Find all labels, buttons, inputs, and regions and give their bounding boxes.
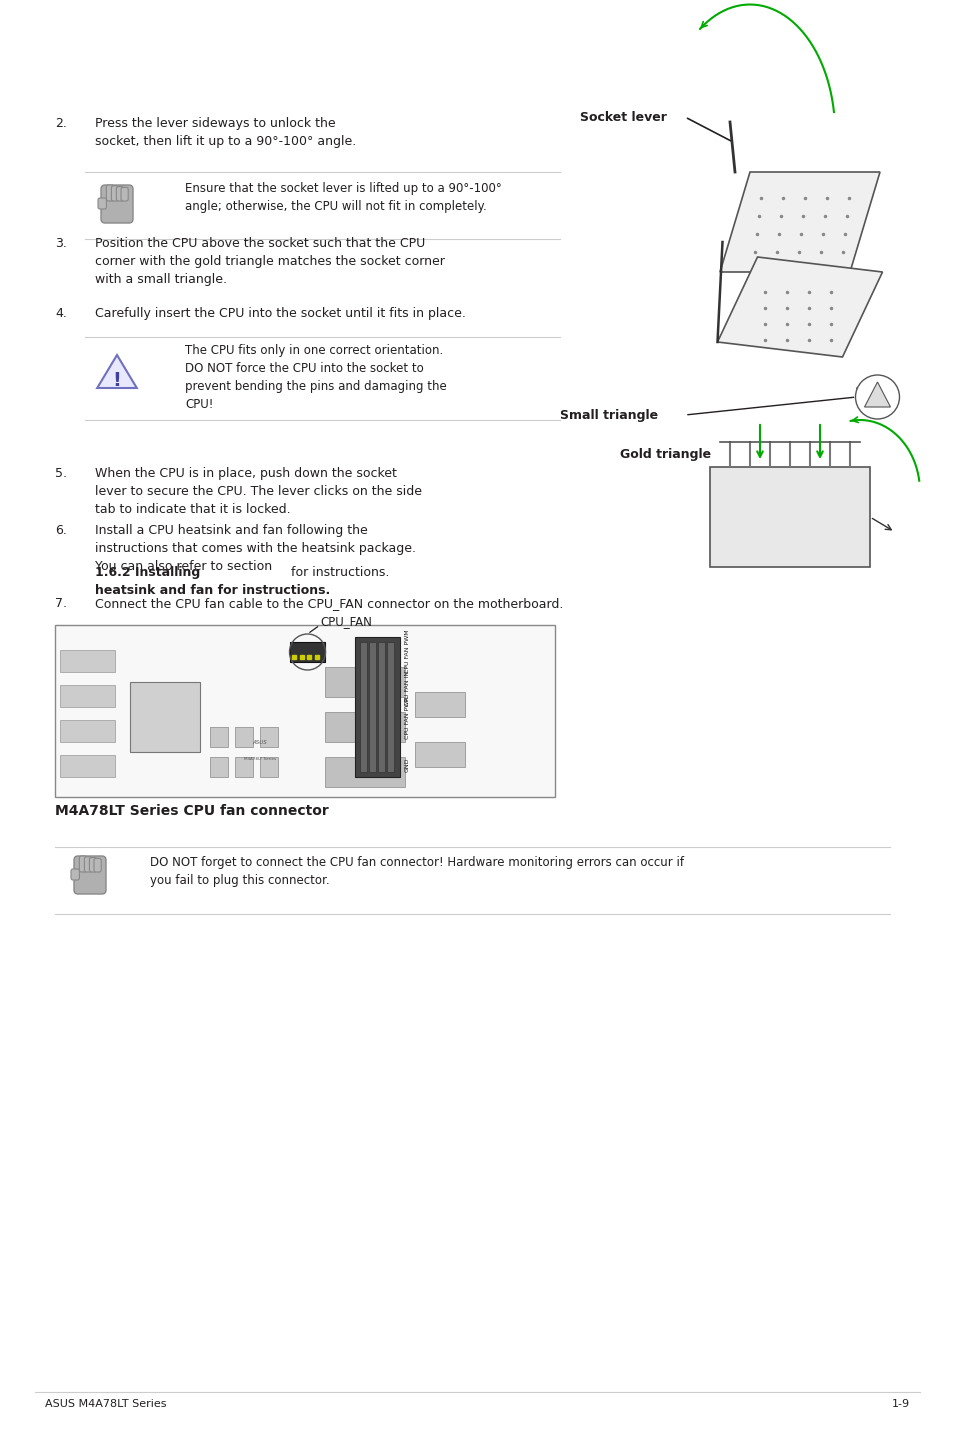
Text: CPU FAN PWM: CPU FAN PWM [405, 630, 410, 673]
Text: The CPU fits only in one correct orientation.
DO NOT force the CPU into the sock: The CPU fits only in one correct orienta… [185, 344, 446, 411]
FancyBboxPatch shape [84, 856, 91, 872]
Polygon shape [717, 256, 882, 357]
Bar [369, 642, 375, 772]
FancyBboxPatch shape [74, 856, 106, 894]
FancyBboxPatch shape [98, 198, 107, 209]
Text: 4.: 4. [55, 306, 67, 319]
Text: When the CPU is in place, push down the socket
lever to secure the CPU. The leve: When the CPU is in place, push down the … [95, 467, 421, 516]
Text: Small triangle: Small triangle [559, 408, 658, 421]
Circle shape [855, 375, 899, 420]
FancyBboxPatch shape [112, 186, 118, 200]
Text: 6.: 6. [55, 524, 67, 537]
Text: ASUS: ASUS [253, 739, 267, 745]
Bar [234, 758, 253, 778]
Bar [290, 642, 325, 662]
Bar [234, 727, 253, 748]
Text: Socket lever: Socket lever [579, 110, 666, 123]
FancyBboxPatch shape [355, 637, 399, 778]
Text: for instructions.: for instructions. [287, 566, 389, 579]
Bar [210, 758, 228, 778]
FancyBboxPatch shape [116, 186, 124, 200]
Text: 1-9: 1-9 [891, 1399, 909, 1409]
Polygon shape [720, 172, 879, 272]
Polygon shape [709, 467, 869, 567]
Polygon shape [97, 355, 136, 388]
FancyBboxPatch shape [90, 858, 96, 872]
Text: Press the lever sideways to unlock the
socket, then lift it up to a 90°-100° ang: Press the lever sideways to unlock the s… [95, 117, 355, 147]
Text: 1.6.2 Installing
heatsink and fan for instructions.: 1.6.2 Installing heatsink and fan for in… [95, 566, 330, 597]
Text: GND: GND [405, 758, 410, 772]
Text: CPU_FAN: CPU_FAN [319, 616, 372, 629]
Text: Carefully insert the CPU into the socket until it fits in place.: Carefully insert the CPU into the socket… [95, 306, 465, 319]
Text: 5.: 5. [55, 467, 67, 480]
Text: 7.: 7. [55, 597, 67, 610]
Text: CPU FAN PWR: CPU FAN PWR [405, 696, 410, 739]
Bar [325, 712, 405, 742]
Text: 2.: 2. [55, 117, 67, 130]
Text: Connect the CPU fan cable to the CPU_FAN connector on the motherboard.: Connect the CPU fan cable to the CPU_FAN… [95, 597, 563, 610]
FancyBboxPatch shape [55, 624, 555, 798]
Bar [325, 758, 405, 788]
Text: Ensure that the socket lever is lifted up to a 90°-100°
angle; otherwise, the CP: Ensure that the socket lever is lifted u… [185, 182, 501, 213]
Text: ASUS M4A78LT Series: ASUS M4A78LT Series [45, 1399, 167, 1409]
Bar [60, 650, 115, 672]
Text: 3.: 3. [55, 238, 67, 251]
Text: !: ! [112, 371, 121, 390]
Text: CPU FAN IN: CPU FAN IN [405, 670, 410, 706]
Text: Gold triangle: Gold triangle [619, 448, 710, 461]
Bar [210, 727, 228, 748]
FancyBboxPatch shape [121, 188, 128, 200]
FancyBboxPatch shape [107, 185, 113, 200]
FancyBboxPatch shape [101, 185, 132, 223]
FancyBboxPatch shape [79, 856, 87, 872]
Bar [60, 684, 115, 707]
Polygon shape [863, 382, 889, 407]
Bar [325, 667, 405, 697]
Bar [415, 742, 464, 768]
Text: M4A78LT Series: M4A78LT Series [244, 758, 275, 760]
Bar [130, 682, 200, 752]
FancyBboxPatch shape [94, 858, 101, 872]
Bar [260, 727, 277, 748]
Bar [60, 720, 115, 742]
Bar [415, 692, 464, 717]
Bar [377, 642, 385, 772]
Text: Position the CPU above the socket such that the CPU
corner with the gold triangl: Position the CPU above the socket such t… [95, 238, 444, 286]
Bar [60, 755, 115, 778]
Text: M4A78LT Series CPU fan connector: M4A78LT Series CPU fan connector [55, 803, 329, 818]
Text: Install a CPU heatsink and fan following the
instructions that comes with the he: Install a CPU heatsink and fan following… [95, 524, 416, 573]
FancyBboxPatch shape [71, 869, 79, 881]
Bar [359, 642, 367, 772]
Text: DO NOT forget to connect the CPU fan connector! Hardware monitoring errors can o: DO NOT forget to connect the CPU fan con… [150, 856, 683, 886]
Bar [260, 758, 277, 778]
Bar [387, 642, 394, 772]
